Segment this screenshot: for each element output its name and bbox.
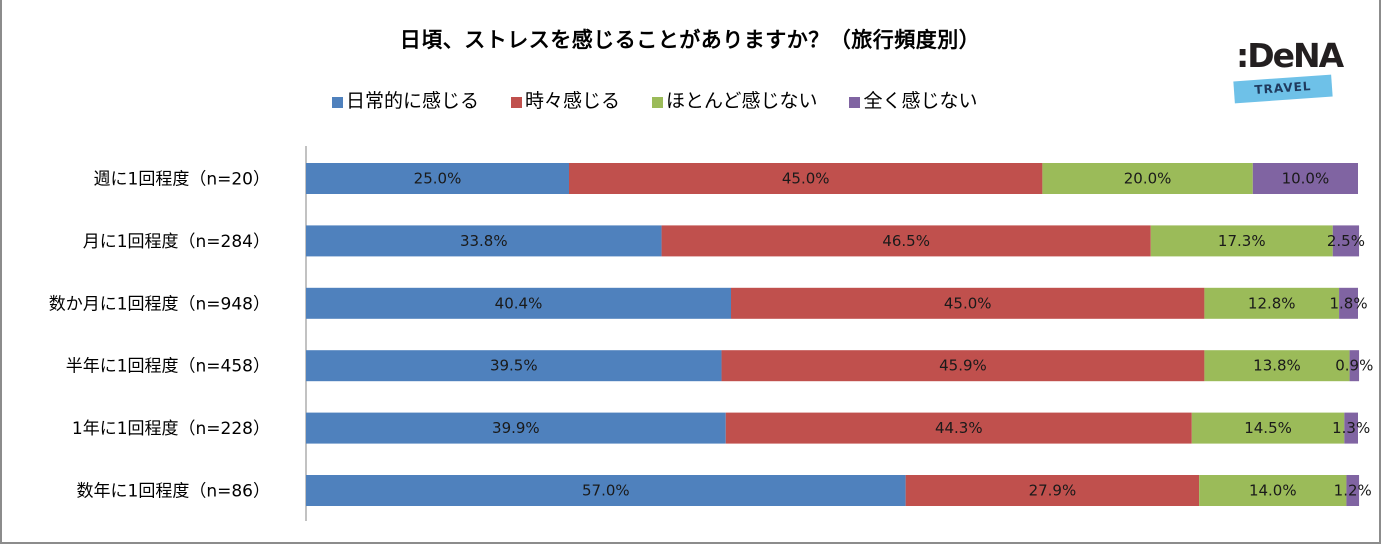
data-label: 17.3%	[1218, 232, 1266, 250]
bar-segment	[1191, 412, 1345, 444]
data-label: 2.5%	[1327, 232, 1365, 250]
bar-segment	[306, 412, 726, 444]
data-label: 45.9%	[939, 357, 987, 375]
category-label: 半年に1回程度（n=458）	[66, 357, 270, 377]
data-label: 12.8%	[1248, 294, 1296, 312]
data-label: 25.0%	[414, 170, 462, 188]
bar-segment	[306, 475, 906, 506]
bar-segment	[661, 225, 1151, 257]
bar-segment	[1339, 287, 1358, 319]
data-label: 13.8%	[1253, 357, 1301, 375]
data-label: 0.9%	[1335, 357, 1373, 375]
legend-label-never: 全く感じない	[863, 90, 978, 112]
bar-segment	[569, 163, 1043, 194]
legend-swatch-sometimes	[511, 97, 523, 108]
bar-segment	[905, 475, 1200, 506]
category-label: 数か月に1回程度（n=948）	[49, 294, 270, 314]
bar-segment	[1199, 475, 1347, 506]
data-label: 33.8%	[460, 232, 508, 250]
bar-segment	[1252, 163, 1358, 194]
legend-swatch-rarely	[652, 97, 664, 108]
category-label: 数年に1回程度（n=86）	[77, 482, 270, 502]
legend-item-rarely: ほとんど感じない	[652, 86, 817, 113]
bar-segment	[1346, 475, 1360, 506]
data-label: 57.0%	[582, 482, 630, 500]
bar-segment	[306, 225, 662, 257]
legend-label-sometimes: 時々感じる	[525, 90, 621, 112]
data-label: 10.0%	[1282, 170, 1330, 188]
bar-segment	[725, 412, 1192, 444]
legend-item-sometimes: 時々感じる	[511, 86, 620, 113]
legend-item-daily: 日常的に感じる	[332, 86, 479, 113]
data-label: 45.0%	[782, 170, 830, 188]
data-label: 14.0%	[1249, 482, 1297, 500]
bar-segment	[1332, 225, 1360, 257]
dena-travel-logo: :DeNA TRAVEL	[1233, 36, 1344, 104]
legend-label-rarely: ほとんど感じない	[666, 90, 818, 112]
bar-segment	[721, 350, 1205, 382]
data-label: 20.0%	[1124, 170, 1172, 188]
data-label: 45.0%	[944, 294, 992, 312]
data-label: 1.8%	[1329, 294, 1367, 312]
bar-segment	[306, 350, 722, 382]
bar-segment	[306, 163, 569, 194]
data-label: 27.9%	[1029, 482, 1077, 500]
legend-item-never: 全く感じない	[849, 86, 977, 113]
bar-segment	[1349, 350, 1360, 382]
bar-segment	[1204, 350, 1350, 382]
legend-label-daily: 日常的に感じる	[346, 90, 480, 112]
data-label: 1.2%	[1334, 482, 1372, 500]
data-label: 39.9%	[492, 419, 540, 437]
data-label: 1.3%	[1332, 419, 1370, 437]
bar-segment	[1344, 412, 1358, 444]
legend-swatch-daily	[332, 97, 343, 108]
data-label: 14.5%	[1244, 419, 1292, 437]
bar-segment	[1150, 225, 1333, 257]
bar-segment	[1042, 163, 1253, 194]
legend: 日常的に感じる 時々感じる ほとんど感じない 全く感じない	[332, 86, 977, 113]
data-label: 44.3%	[935, 419, 983, 437]
data-label: 39.5%	[490, 357, 538, 375]
bar-segment	[731, 287, 1205, 319]
bar-segment	[306, 287, 732, 319]
data-label: 46.5%	[882, 232, 930, 250]
category-label: 週に1回程度（n=20）	[94, 170, 270, 190]
data-label: 40.4%	[495, 294, 543, 312]
category-label: 月に1回程度（n=284）	[83, 232, 270, 252]
logo-brand-text: :DeNA	[1236, 36, 1344, 75]
bar-segment	[1204, 287, 1340, 319]
chart-title: 日頃、ストレスを感じることがありますか？（旅行頻度別）	[399, 28, 981, 52]
category-label: 1年に1回程度（n=228）	[72, 419, 270, 439]
legend-swatch-never	[849, 97, 861, 108]
